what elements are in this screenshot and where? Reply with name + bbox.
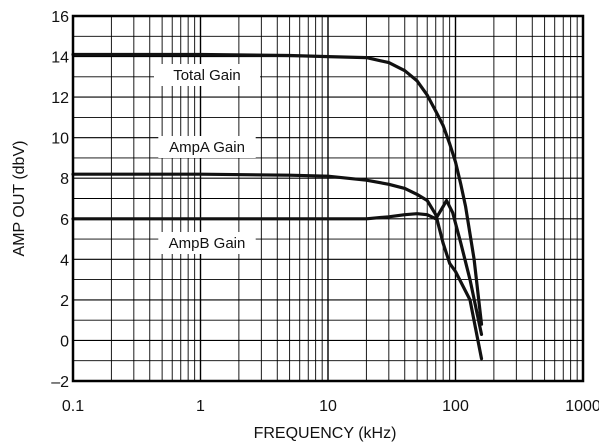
curve-label-bg	[154, 64, 260, 86]
x-tick-label: 1000	[565, 398, 599, 415]
y-axis-title: AMP OUT (dbV)	[11, 141, 28, 257]
curve-label: AmpB Gain	[169, 235, 246, 252]
grid	[73, 16, 583, 381]
x-tick-label: 0.1	[62, 398, 84, 415]
curve-labels: Total Gain AmpA Gain AmpB Gain	[154, 64, 260, 254]
x-axis-title: FREQUENCY (kHz)	[254, 425, 397, 442]
curve-label-bg	[158, 136, 256, 158]
series-line-ampb-gain	[71, 198, 484, 336]
y-tick-label: 16	[51, 9, 69, 26]
y-tick-label: 8	[60, 171, 69, 188]
plot-area	[71, 52, 484, 361]
x-tick-label: 1	[196, 398, 205, 415]
y-tick-label: 12	[51, 90, 69, 107]
y-tick-label: 6	[60, 212, 69, 229]
curve-label: AmpA Gain	[169, 139, 245, 156]
y-tick-label: 4	[60, 252, 69, 269]
y-tick-label: 2	[60, 293, 69, 310]
tick-labels: 0.1 1 10 100 1000 –2 0 2 4 6 8 10 12 14 16	[51, 9, 599, 415]
plot-frame	[71, 14, 585, 383]
y-tick-label: 0	[60, 333, 69, 350]
y-tick-label: –2	[51, 374, 69, 391]
curve-label-bg	[158, 232, 256, 254]
series-line-ampa-gain	[71, 172, 484, 361]
x-tick-label: 10	[319, 398, 337, 415]
curve-label: Total Gain	[173, 67, 241, 84]
y-tick-label: 14	[51, 50, 69, 67]
series-line-total-gain	[71, 52, 484, 326]
x-tick-label: 100	[442, 398, 469, 415]
y-tick-label: 10	[51, 131, 69, 148]
